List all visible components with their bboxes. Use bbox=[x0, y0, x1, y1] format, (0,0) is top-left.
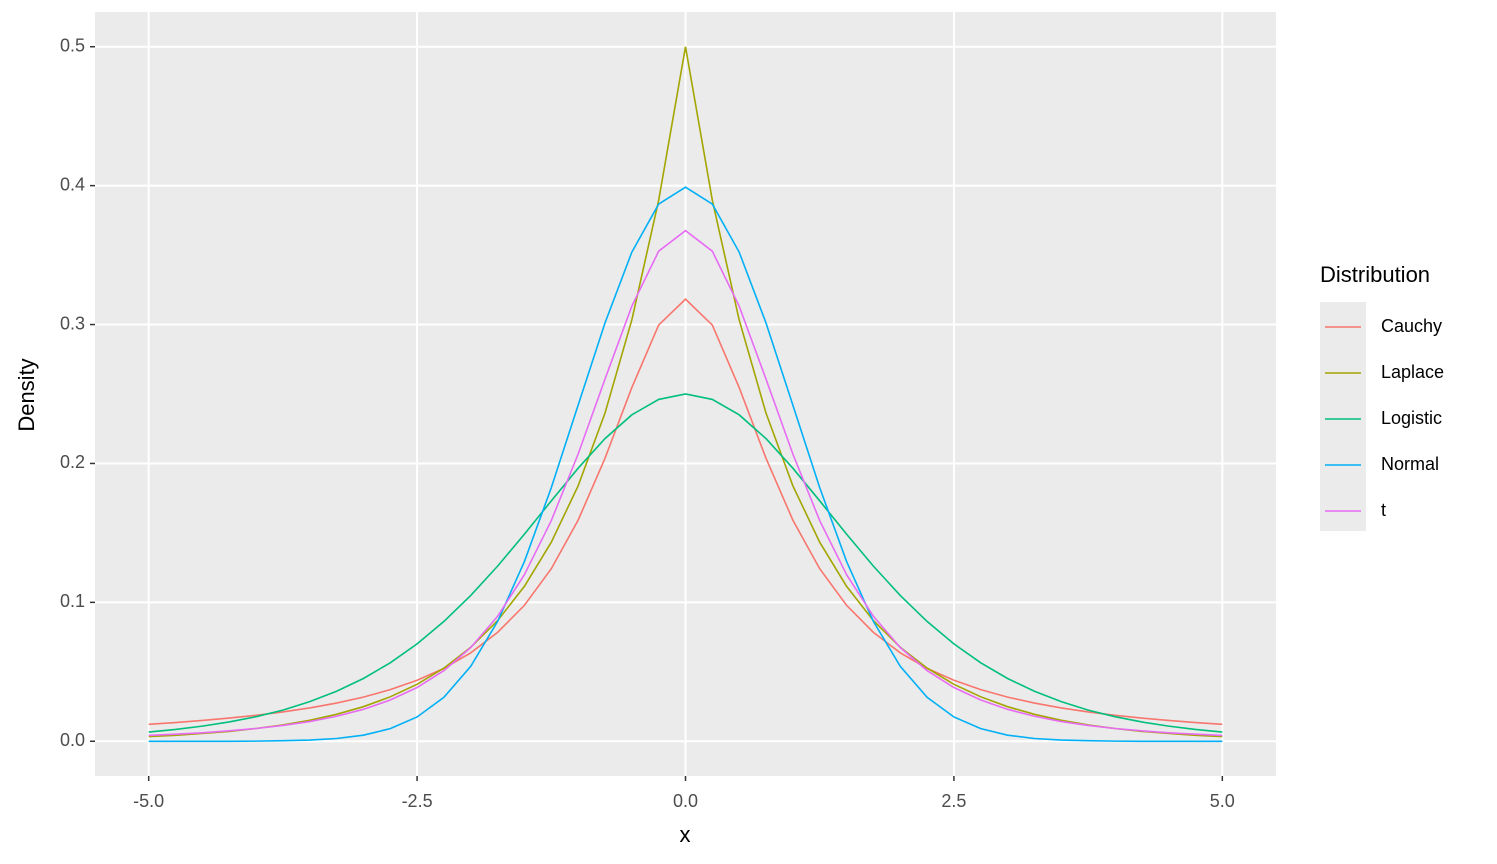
legend: Cauchy Laplace Logistic Normal t bbox=[1320, 302, 1444, 531]
legend-label: t bbox=[1381, 500, 1386, 520]
x-tick-label: 5.0 bbox=[1210, 791, 1235, 811]
legend-label: Cauchy bbox=[1381, 316, 1442, 336]
x-tick-label: 2.5 bbox=[941, 791, 966, 811]
series-line bbox=[148, 393, 1223, 733]
y-tick-label: 0.0 bbox=[60, 730, 85, 750]
legend-label: Laplace bbox=[1381, 362, 1444, 382]
legend-title: Distribution bbox=[1320, 262, 1430, 287]
x-tick-label: -2.5 bbox=[402, 791, 433, 811]
legend-label: Normal bbox=[1381, 454, 1439, 474]
series-line bbox=[148, 229, 1223, 737]
y-tick-label: 0.3 bbox=[60, 313, 85, 333]
y-tick-label: 0.2 bbox=[60, 452, 85, 472]
y-tick-label: 0.1 bbox=[60, 591, 85, 611]
series-line bbox=[148, 298, 1223, 726]
y-axis-title: Density bbox=[14, 358, 39, 431]
series-line bbox=[148, 46, 1223, 738]
legend-key-background bbox=[1320, 302, 1366, 531]
series-line bbox=[148, 186, 1223, 743]
y-tick-label: 0.5 bbox=[60, 35, 85, 55]
lines bbox=[148, 46, 1223, 743]
x-tick-label: 0.0 bbox=[673, 791, 698, 811]
x-tick-label: -5.0 bbox=[133, 791, 164, 811]
x-axis-title: x bbox=[680, 822, 691, 847]
grid bbox=[95, 12, 1276, 776]
y-tick-label: 0.4 bbox=[60, 174, 85, 194]
legend-label: Logistic bbox=[1381, 408, 1442, 428]
